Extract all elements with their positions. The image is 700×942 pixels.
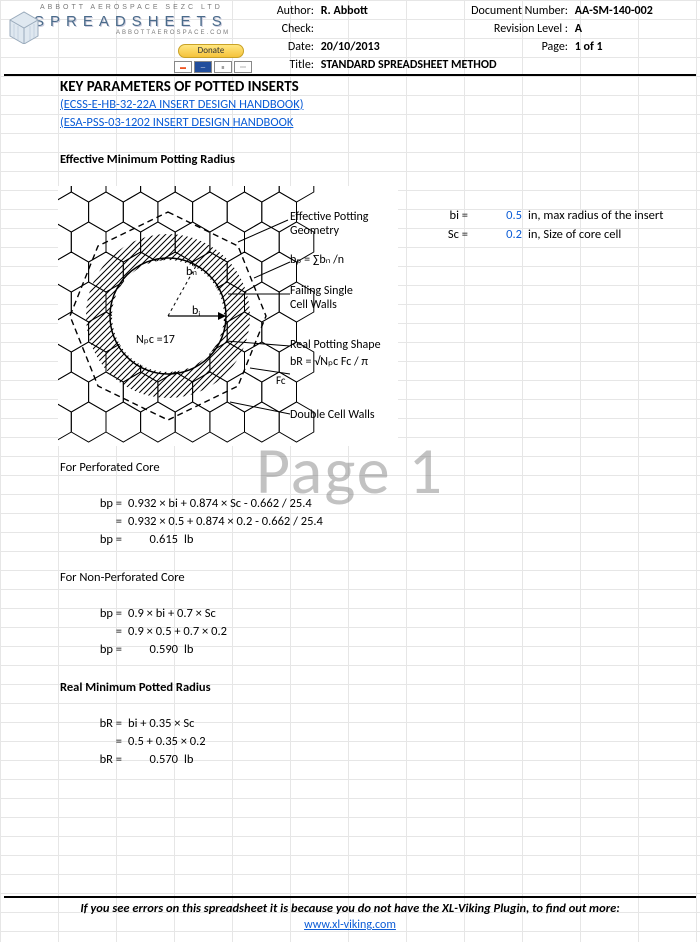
diagram-label-npc: Nₚc =17 xyxy=(136,332,175,347)
diagram-label-bR-formula: bR = √Nₚc Fc / π xyxy=(290,354,368,369)
bi-label: bi = xyxy=(438,208,468,223)
docnum-value: AA-SM-140-002 xyxy=(575,2,653,20)
perf-bp-l2l: = xyxy=(92,514,122,529)
footer-divider xyxy=(4,896,696,898)
real-unit: lb xyxy=(184,752,193,767)
real-l2r: 0.5 + 0.35 × 0.2 xyxy=(128,734,206,749)
heading-nonperf: For Non-Perforated Core xyxy=(60,570,185,585)
nonperf-res-v: 0.590 xyxy=(138,642,178,657)
logo-subtitle-top: ABBOTT AEROSPACE SEZC LTD xyxy=(40,4,256,11)
rev-label: Revision Level : xyxy=(448,20,572,38)
footer-text: If you see errors on this spreadsheet it… xyxy=(0,901,700,916)
nonperf-l2l: = xyxy=(92,624,122,639)
date-label: Date: xyxy=(260,38,318,56)
nonperf-l1l: bp = xyxy=(92,606,122,621)
author-label: Author: xyxy=(260,2,318,20)
perf-bp-res-l: bp = xyxy=(92,532,122,547)
perf-bp-l1l: bp = xyxy=(92,496,122,511)
meta-right: Document Number: AA-SM-140-002 Revision … xyxy=(448,2,653,56)
diagram-label-bn: bₙ xyxy=(186,264,197,279)
reference-link-2[interactable]: (ESA-PSS-03-1202 INSERT DESIGN HANDBOOK xyxy=(60,115,293,130)
title-value: STANDARD SPREADSHEET METHOD xyxy=(321,56,497,74)
real-l2l: = xyxy=(92,734,122,749)
card-icon: ≡ xyxy=(214,61,232,73)
diagram-label-fc: Fc xyxy=(276,374,286,387)
heading-realmin: Real Minimum Potted Radius xyxy=(60,680,211,695)
diagram-label-bp-formula: bₚ = ∑bₙ /n xyxy=(290,252,344,267)
logo-subtitle-bottom: ABBOTTAEROSPACE.COM xyxy=(116,30,256,36)
real-res-l: bR = xyxy=(92,752,122,767)
bi-desc: in, max radius of the insert xyxy=(528,208,663,223)
perf-bp-res-v: 0.615 xyxy=(138,532,178,547)
logo-title: SPREADSHEETS xyxy=(34,13,256,30)
sc-desc: in, Size of core cell xyxy=(528,227,621,242)
footer-link[interactable]: www.xl-viking.com xyxy=(304,918,396,932)
nonperf-l1r: 0.9 × bi + 0.7 × Sc xyxy=(128,606,216,621)
bi-value[interactable]: 0.5 xyxy=(500,208,522,223)
card-icon: ▬ xyxy=(174,61,192,73)
real-res-v: 0.570 xyxy=(138,752,178,767)
card-icon: ⋯ xyxy=(234,61,252,73)
diagram-label-cellwalls: Cell Walls xyxy=(290,298,337,312)
rev-value: A xyxy=(575,20,582,38)
real-l1r: bi + 0.35 × Sc xyxy=(128,716,194,731)
spreadsheet-page: ABBOTT AEROSPACE SEZC LTD SPREADSHEETS A… xyxy=(0,0,700,942)
perf-bp-l1r: 0.932 × bi + 0.874 × Sc - 0.662 / 25.4 xyxy=(128,496,312,511)
logo-icon xyxy=(6,8,42,44)
docnum-label: Document Number: xyxy=(448,2,572,20)
heading-perforated: For Perforated Core xyxy=(60,460,160,475)
subheading-potting-radius: Effective Minimum Potting Radius xyxy=(60,152,235,167)
title-label: Title: xyxy=(260,56,318,74)
nonperf-res-l: bp = xyxy=(92,642,122,657)
potting-diagram: Effective Potting Geometry bₚ = ∑bₙ /n b… xyxy=(58,186,398,446)
diagram-label-realpot: Real Potting Shape xyxy=(290,338,381,352)
real-l1l: bR = xyxy=(92,716,122,731)
diagram-label-double: Double Cell Walls xyxy=(290,408,375,422)
diagram-label-effective: Effective Potting xyxy=(290,210,368,224)
page-value: 1 of 1 xyxy=(575,38,603,56)
nonperf-unit: lb xyxy=(184,642,193,657)
sc-value[interactable]: 0.2 xyxy=(500,227,522,242)
check-label: Check: xyxy=(260,20,318,38)
nonperf-l2r: 0.9 × 0.5 + 0.7 × 0.2 xyxy=(128,624,227,639)
perf-bp-l2r: 0.932 × 0.5 + 0.874 × 0.2 - 0.662 / 25.4 xyxy=(128,514,323,529)
page-label: Page: xyxy=(448,38,572,56)
donate-button[interactable]: Donate xyxy=(178,44,244,58)
diagram-label-failing: Failing Single xyxy=(290,284,353,298)
main-heading: KEY PARAMETERS OF POTTED INSERTS xyxy=(60,78,299,96)
sc-label: Sc = xyxy=(438,227,468,242)
date-value: 20/10/2013 xyxy=(321,38,380,56)
reference-link-1[interactable]: (ECSS-E-HB-32-22A INSERT DESIGN HANDBOOK… xyxy=(60,97,304,112)
card-icon: — xyxy=(194,61,212,73)
payment-icons: ▬ — ≡ ⋯ xyxy=(174,61,252,73)
diagram-label-bi: bᵢ xyxy=(192,304,200,318)
footer-link-wrap: www.xl-viking.com xyxy=(0,918,700,932)
header-divider xyxy=(4,74,696,76)
diagram-label-geometry: Geometry xyxy=(290,224,339,238)
perf-bp-unit: lb xyxy=(184,532,193,547)
author-value: R. Abbott xyxy=(321,2,368,20)
